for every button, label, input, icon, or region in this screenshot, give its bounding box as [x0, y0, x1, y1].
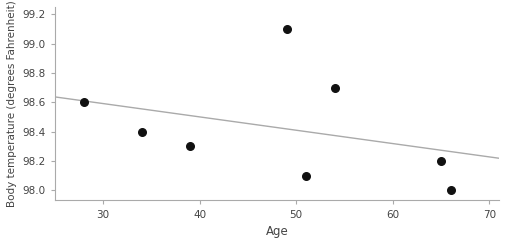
Point [80, 100, 88, 104]
Point [330, 86, 338, 89]
Point [301, 174, 310, 178]
Point [282, 27, 290, 31]
X-axis label: Age: Age [265, 225, 288, 238]
Y-axis label: Body temperature (degrees Fahrenheit): Body temperature (degrees Fahrenheit) [7, 0, 17, 207]
Point [436, 159, 444, 163]
Point [185, 144, 193, 148]
Point [137, 130, 145, 134]
Point [446, 188, 454, 192]
